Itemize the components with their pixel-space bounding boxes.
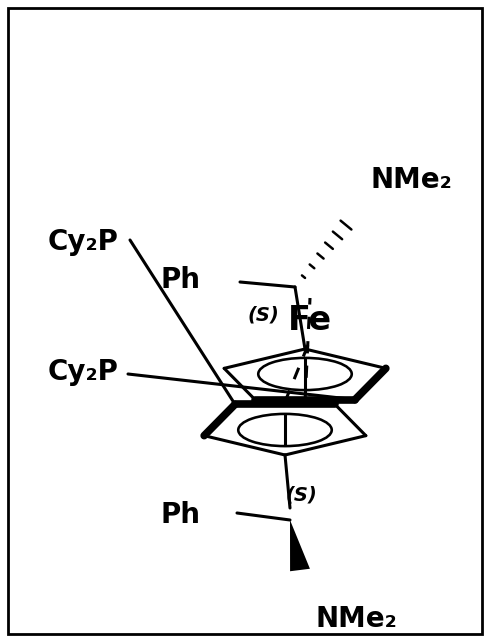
Text: Fe: Fe <box>288 304 332 336</box>
Text: (S): (S) <box>285 485 317 505</box>
Polygon shape <box>290 520 310 571</box>
Text: (S): (S) <box>247 306 279 324</box>
Text: Ph: Ph <box>160 266 200 294</box>
Text: Cy₂P: Cy₂P <box>47 228 118 256</box>
Text: NMe₂: NMe₂ <box>370 166 452 194</box>
Text: NMe₂: NMe₂ <box>315 605 397 633</box>
Text: Cy₂P: Cy₂P <box>47 358 118 386</box>
Text: Ph: Ph <box>160 501 200 529</box>
